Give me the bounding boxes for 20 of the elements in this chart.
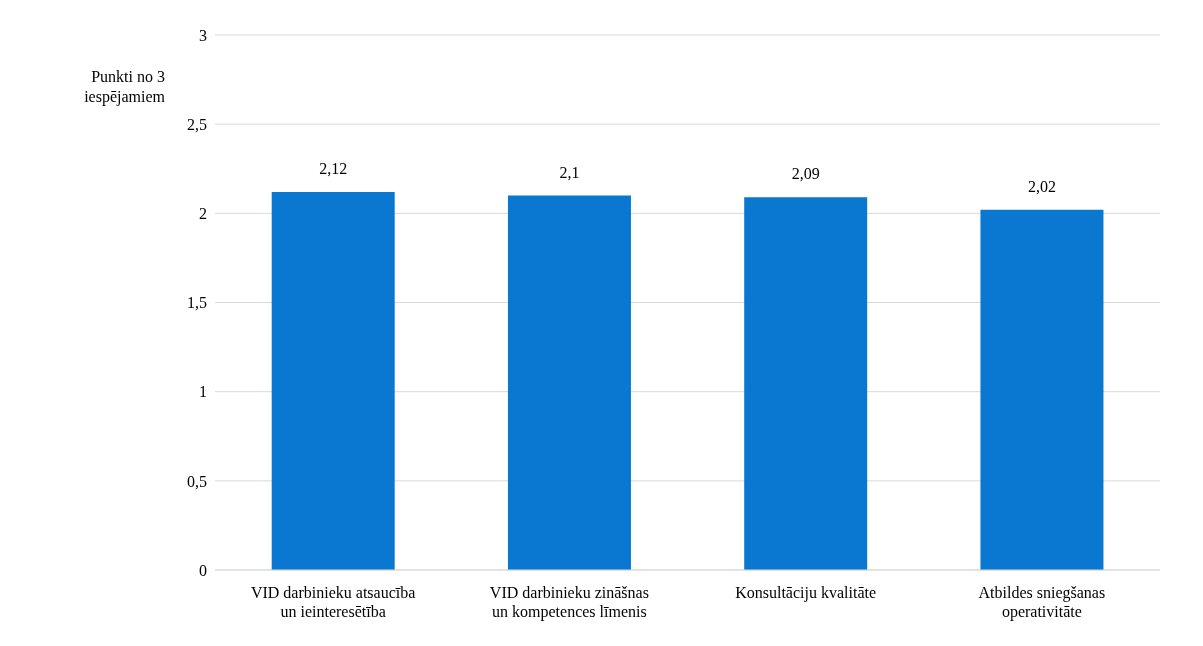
y-tick-label: 2 <box>199 205 207 223</box>
x-tick-label: VID darbinieku zināšnas un kompetences līmenis <box>489 584 649 621</box>
data-label: 2,1 <box>559 163 580 181</box>
y-tick-label: 1,5 <box>187 294 207 312</box>
y-tick-label: 2,5 <box>187 115 207 133</box>
x-tick-label: VID darbinieku atsaucība un ieinteresētība <box>250 584 416 620</box>
data-label: 2,09 <box>791 165 820 183</box>
bar <box>980 209 1104 570</box>
data-label: 2,02 <box>1027 177 1056 195</box>
y-tick-label: 0,5 <box>187 472 207 490</box>
y-axis-title: Punkti no 3 iespējamiem <box>84 68 166 106</box>
x-tick-label: Atbildes sniegšanas operativitāte <box>978 584 1106 621</box>
x-tick-label: Konsultāciju kvalitāte <box>735 584 877 602</box>
data-label: 2,12 <box>319 159 348 177</box>
y-tick-label: 1 <box>199 383 207 401</box>
bar <box>271 191 395 570</box>
bar <box>744 197 868 570</box>
y-tick-label: 3 <box>199 26 207 44</box>
y-tick-label: 0 <box>199 561 207 579</box>
bar <box>507 195 631 570</box>
